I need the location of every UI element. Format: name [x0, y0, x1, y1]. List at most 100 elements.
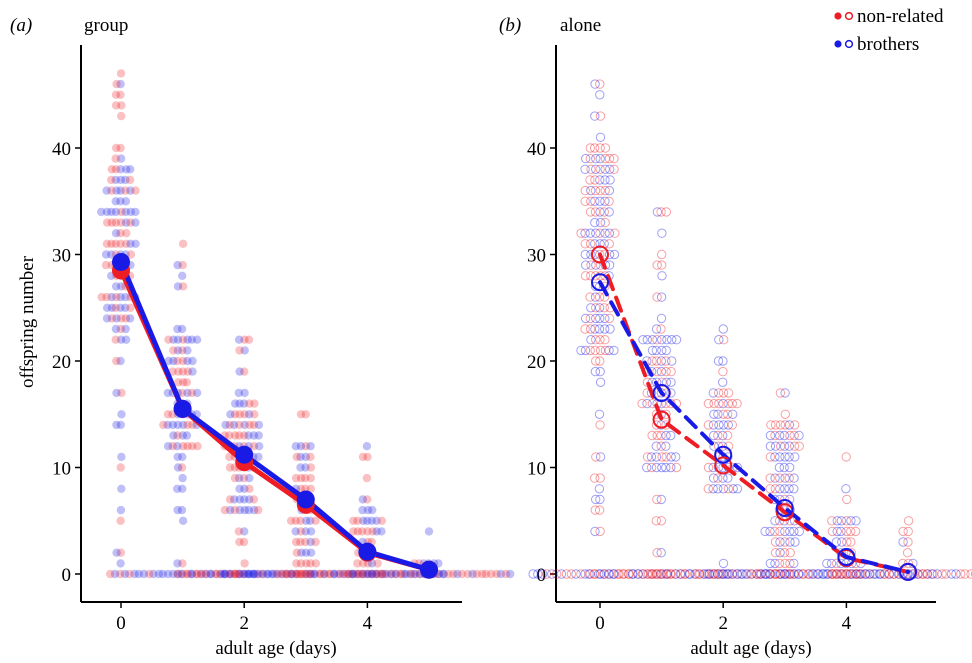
data-point: [183, 367, 193, 376]
data-point: [832, 569, 842, 579]
data-point: [708, 569, 718, 579]
data-point: [402, 569, 411, 579]
data-point: [666, 452, 676, 462]
data-point: [580, 313, 591, 324]
data-point: [704, 569, 714, 579]
data-point: [667, 335, 677, 345]
data-point: [368, 527, 377, 536]
data-point: [116, 165, 125, 174]
data-point: [780, 537, 790, 547]
data-point: [585, 207, 596, 217]
data-point: [770, 484, 780, 494]
data-point: [705, 569, 715, 579]
mean-marker: [112, 252, 130, 271]
data-point: [589, 143, 600, 153]
data-point: [966, 569, 972, 579]
data-point: [913, 569, 923, 579]
data-point: [684, 569, 694, 579]
data-point: [364, 569, 373, 579]
data-point: [117, 282, 126, 291]
data-point: [846, 526, 856, 537]
data-point: [656, 494, 666, 505]
data-point: [633, 569, 643, 579]
data-point: [627, 569, 637, 579]
data-point: [703, 398, 714, 409]
data-point: [298, 569, 307, 579]
data-point: [396, 569, 405, 579]
data-point: [647, 345, 658, 356]
data-point: [187, 569, 196, 579]
data-point: [718, 569, 729, 579]
data-point: [391, 569, 400, 579]
data-point: [599, 303, 609, 313]
data-point: [116, 335, 126, 344]
data-point: [680, 569, 690, 579]
data-point: [651, 420, 662, 430]
data-point: [605, 175, 615, 185]
data-point: [240, 484, 249, 493]
data-point: [770, 537, 781, 547]
data-point: [714, 569, 725, 579]
data-point: [188, 367, 197, 376]
data-point: [249, 495, 259, 504]
data-point: [244, 569, 253, 579]
data-point: [225, 420, 234, 430]
data-point: [115, 569, 125, 579]
data-point: [756, 569, 766, 579]
data-point: [112, 314, 121, 323]
data-point: [235, 495, 244, 504]
data-point: [903, 526, 913, 537]
data-point: [372, 569, 381, 579]
data-point: [197, 569, 206, 579]
data-point: [187, 569, 196, 579]
data-point: [234, 335, 244, 344]
data-point: [703, 462, 714, 473]
data-point: [111, 101, 121, 110]
data-point: [386, 569, 396, 579]
data-point: [713, 409, 723, 419]
data-point: [220, 505, 230, 515]
data-point: [533, 569, 543, 579]
data-point: [235, 367, 244, 376]
data-point: [125, 569, 134, 579]
data-point: [178, 335, 188, 344]
data-point: [727, 569, 737, 579]
data-point: [727, 420, 737, 430]
data-point: [291, 537, 301, 547]
data-point: [273, 569, 282, 579]
data-point: [633, 569, 643, 579]
data-point: [628, 569, 638, 579]
data-point: [231, 569, 240, 579]
data-point: [813, 569, 824, 579]
data-point: [856, 569, 867, 579]
data-point: [240, 505, 249, 515]
data-point: [770, 548, 781, 558]
data-point: [178, 239, 188, 248]
data-point: [296, 516, 305, 525]
data-point: [168, 442, 177, 451]
data-point: [116, 292, 125, 302]
data-point: [292, 452, 301, 462]
data-point: [245, 420, 254, 430]
data-point: [110, 569, 120, 579]
data-point: [656, 356, 667, 366]
data-point: [760, 526, 770, 537]
data-point: [946, 569, 957, 579]
data-point: [112, 356, 121, 366]
data-point: [871, 569, 881, 579]
data-point: [244, 569, 253, 579]
data-point: [107, 186, 116, 195]
data-point: [362, 569, 371, 579]
data-point: [732, 569, 743, 579]
data-point: [661, 207, 672, 217]
data-point: [812, 569, 823, 579]
data-point: [306, 442, 315, 451]
data-point: [121, 218, 131, 227]
data-point: [918, 569, 928, 579]
data-point: [647, 569, 657, 579]
data-point: [861, 569, 871, 579]
data-point: [358, 505, 367, 515]
data-point: [766, 569, 776, 579]
data-point: [306, 569, 316, 579]
data-point: [506, 569, 515, 579]
